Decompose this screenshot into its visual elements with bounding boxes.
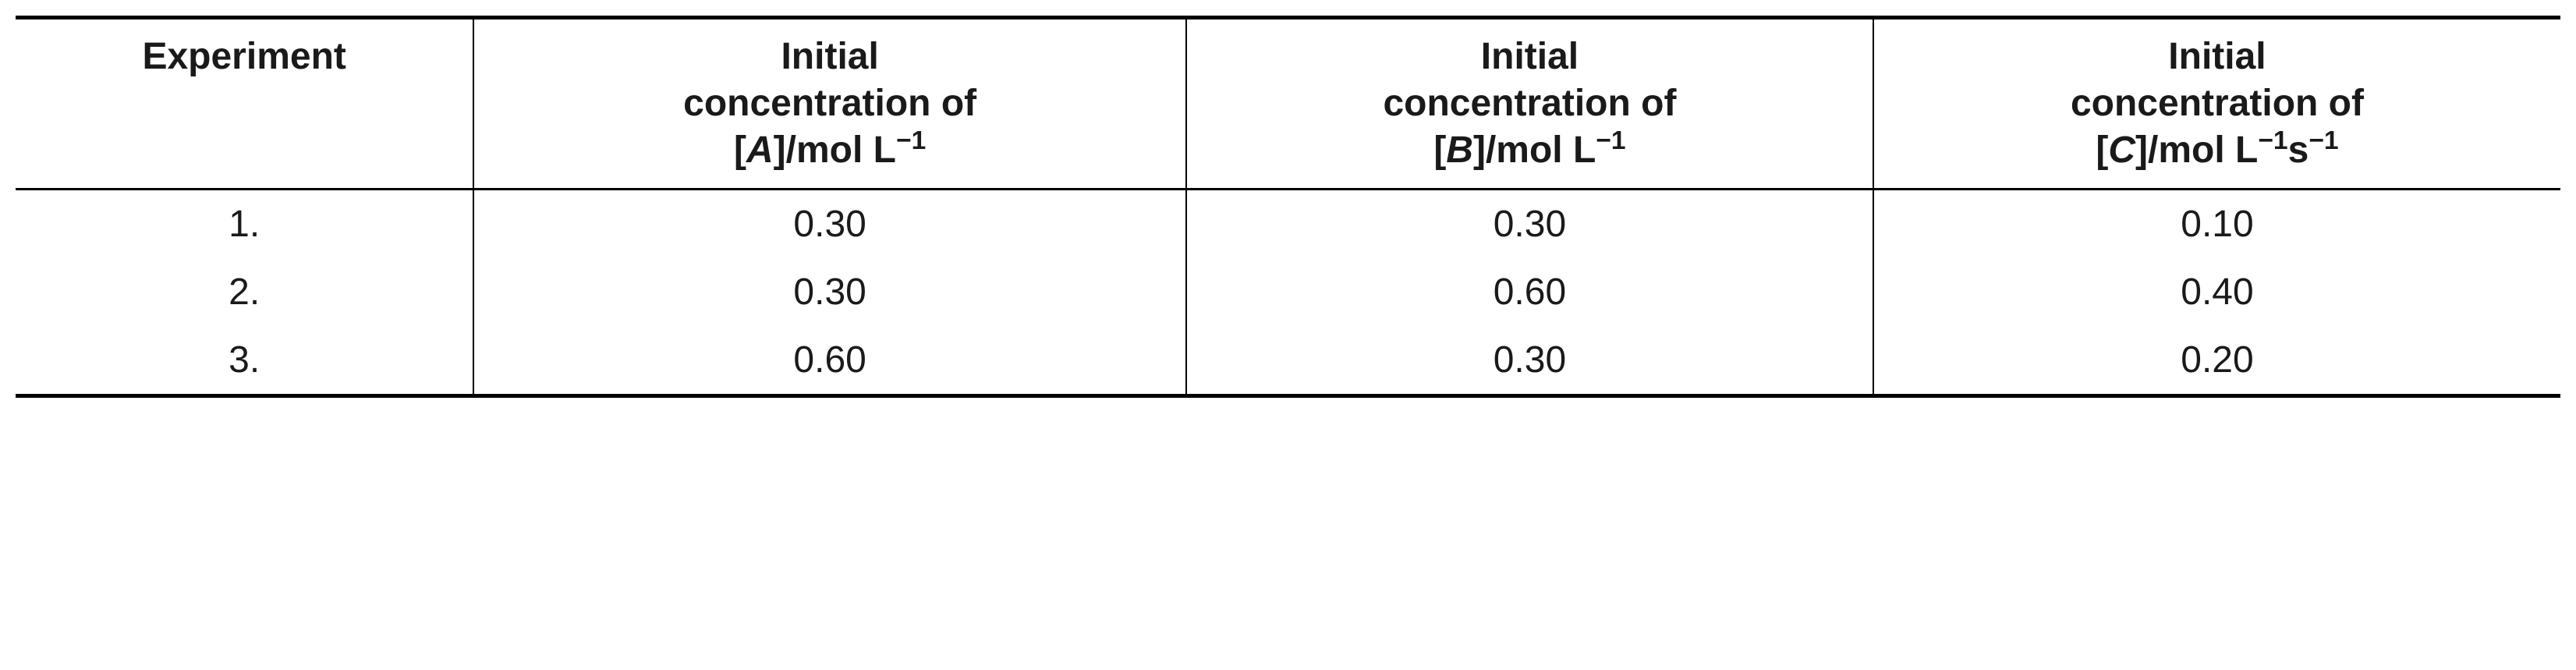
cell-conc-b: 0.30 [1186, 326, 1873, 396]
table-row: 1. 0.30 0.30 0.10 [16, 190, 2560, 259]
kinetics-data-table: Experiment Initial concentration of [A]/… [16, 16, 2560, 398]
header-conc-b: Initial concentration of [B]/mol L−1 [1186, 18, 1873, 190]
header-text-line2: concentration of [683, 83, 976, 124]
cell-experiment: 3. [16, 326, 473, 396]
table-header-row: Experiment Initial concentration of [A]/… [16, 18, 2560, 190]
header-text-line2: concentration of [2071, 83, 2364, 124]
cell-conc-a: 0.60 [473, 326, 1186, 396]
header-text-line3: [A]/mol L−1 [734, 129, 926, 171]
cell-rate-c: 0.20 [1873, 326, 2560, 396]
header-text: Experiment [142, 36, 345, 77]
header-conc-a: Initial concentration of [A]/mol L−1 [473, 18, 1186, 190]
cell-conc-a: 0.30 [473, 190, 1186, 259]
header-text-line1: Initial [2168, 36, 2266, 77]
table-row: 3. 0.60 0.30 0.20 [16, 326, 2560, 396]
cell-experiment: 2. [16, 258, 473, 326]
table-row: 2. 0.30 0.60 0.40 [16, 258, 2560, 326]
cell-conc-b: 0.60 [1186, 258, 1873, 326]
header-text-line3: [C]/mol L−1s−1 [2096, 129, 2338, 171]
cell-rate-c: 0.10 [1873, 190, 2560, 259]
header-text-line1: Initial [1481, 36, 1579, 77]
header-text-line2: concentration of [1383, 83, 1676, 124]
header-rate-c: Initial concentration of [C]/mol L−1s−1 [1873, 18, 2560, 190]
header-text-line3: [B]/mol L−1 [1433, 129, 1625, 171]
header-text-line1: Initial [781, 36, 878, 77]
cell-conc-a: 0.30 [473, 258, 1186, 326]
cell-experiment: 1. [16, 190, 473, 259]
cell-rate-c: 0.40 [1873, 258, 2560, 326]
header-experiment: Experiment [16, 18, 473, 190]
cell-conc-b: 0.30 [1186, 190, 1873, 259]
